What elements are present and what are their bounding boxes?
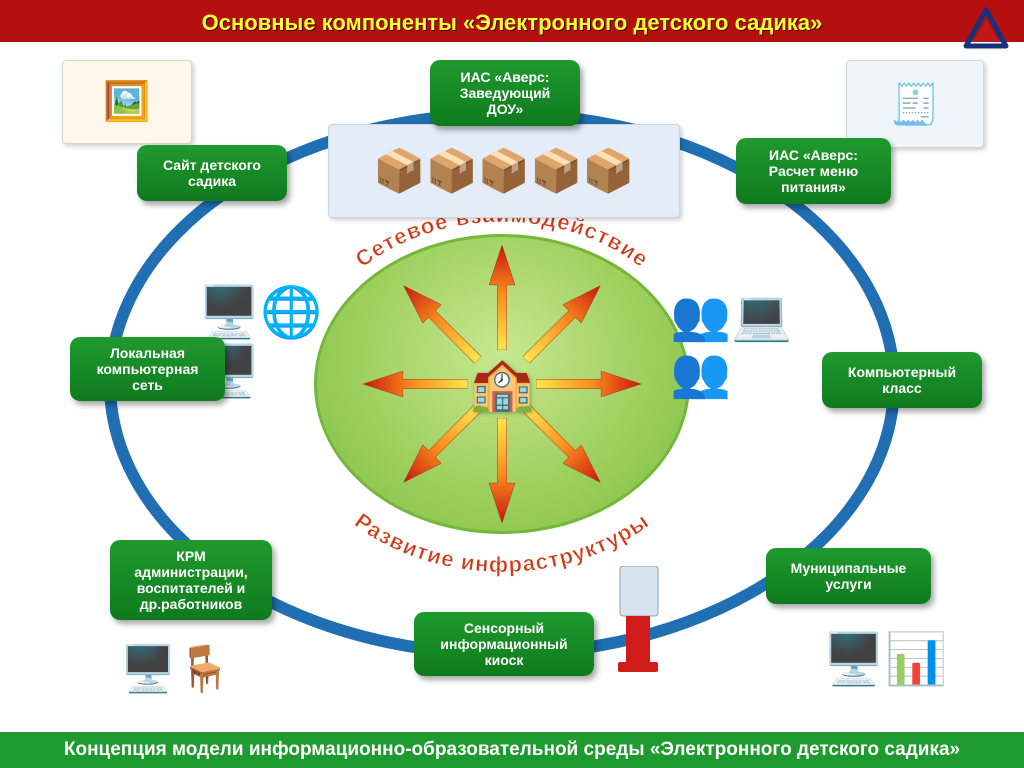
n_tr: ИАС «Аверс: Расчет меню питания» bbox=[736, 138, 891, 204]
school-icon: 🏫 bbox=[470, 358, 535, 410]
ic_menu: 🧾 bbox=[846, 60, 984, 148]
arrow-4 bbox=[489, 418, 515, 523]
n_bl: КРМ администрации, воспитателей и др.раб… bbox=[110, 540, 272, 620]
n_top: ИАС «Аверс: Заведующий ДОУ» bbox=[430, 60, 580, 126]
arrow-6 bbox=[363, 371, 468, 397]
footer-title: Концепция модели информационно-образоват… bbox=[64, 739, 960, 760]
kiosk-icon bbox=[608, 566, 668, 681]
n_left: Локальная компьютерная сеть bbox=[70, 337, 225, 401]
arrow-0 bbox=[489, 245, 515, 350]
n_tl: Сайт детского садика bbox=[137, 145, 287, 201]
n_br: Муниципальные услуги bbox=[766, 548, 931, 604]
n_right: Компьютерный класс bbox=[822, 352, 982, 408]
footer-bar: Концепция модели информационно-образоват… bbox=[0, 732, 1024, 768]
page-title: Основные компоненты «Электронного детско… bbox=[202, 10, 823, 35]
title-bar: Основные компоненты «Электронного детско… bbox=[0, 0, 1024, 42]
arrow-2 bbox=[536, 371, 641, 397]
slide-stage: { "layout": { "width": 1024, "height": 7… bbox=[0, 0, 1024, 768]
ic_desk: 🖥️🪑 bbox=[106, 618, 246, 718]
ic_boxes: 📦📦📦📦📦 bbox=[328, 124, 680, 218]
ic_board: 🖥️📊 bbox=[800, 604, 970, 714]
n_bottom: Сенсорный информационный киоск bbox=[414, 612, 594, 676]
brand-logo bbox=[962, 6, 1010, 54]
ic_site: 🖼️ bbox=[62, 60, 192, 144]
